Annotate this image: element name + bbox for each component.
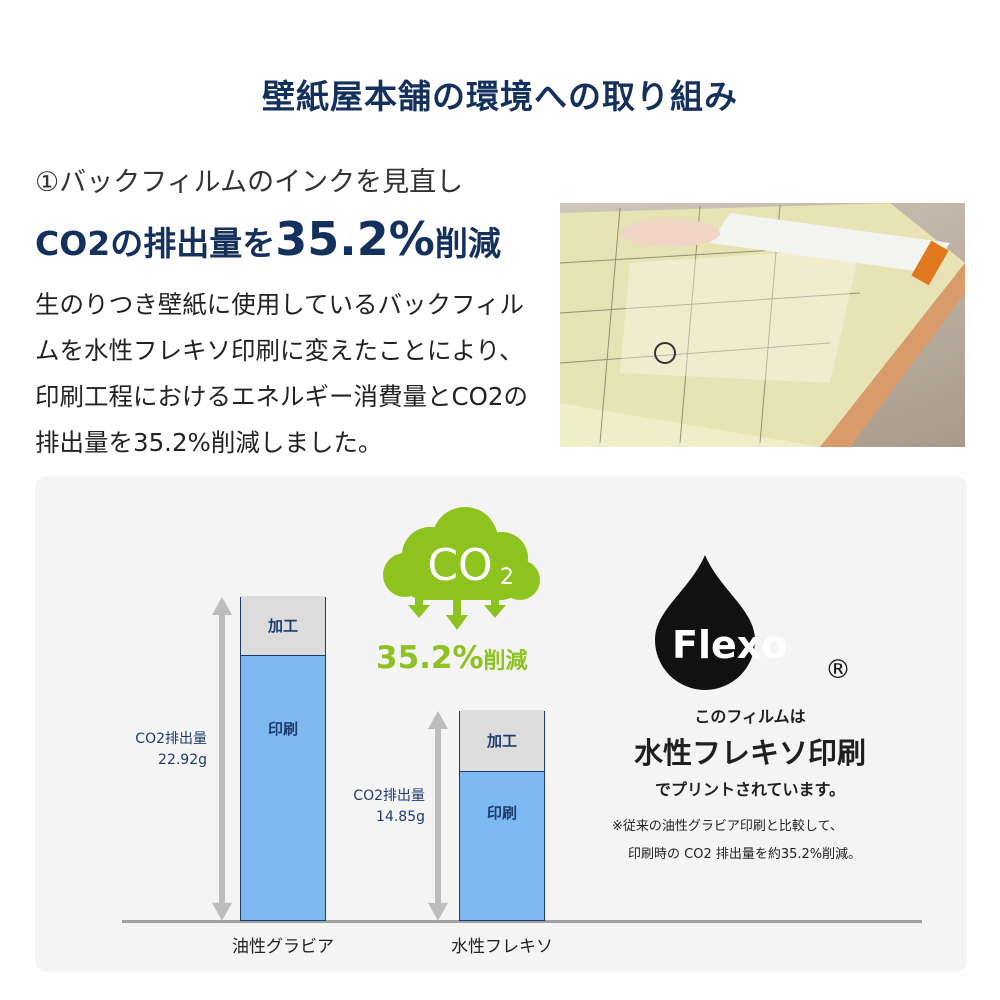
flexo-line3: でプリントされています。 bbox=[655, 780, 845, 799]
product-photo bbox=[560, 203, 965, 447]
category-label: 水性フレキソ bbox=[451, 937, 553, 957]
total-label-title: CO2排出量 bbox=[353, 788, 425, 805]
double-arrow-icon bbox=[212, 597, 232, 921]
bar-segment: 印刷 bbox=[241, 655, 325, 920]
ink-drop-icon bbox=[655, 555, 755, 690]
reduction-value: 35.2% bbox=[376, 640, 484, 676]
total-label-value: 22.92g bbox=[158, 752, 207, 769]
page-title: 壁紙屋本舗の環境への取り組み bbox=[262, 77, 738, 116]
bar-segment: 加工 bbox=[241, 596, 325, 656]
cloud-text: CO bbox=[427, 540, 492, 591]
chart-baseline bbox=[122, 920, 922, 923]
bar-segment: 印刷 bbox=[460, 771, 544, 920]
registered-mark: ® bbox=[825, 655, 851, 685]
co2-cloud-icon: CO 2 bbox=[383, 507, 540, 630]
total-label-title: CO2排出量 bbox=[135, 731, 207, 748]
headline-pre: CO2の排出量を bbox=[35, 224, 276, 263]
bar-0: 印刷 加工 bbox=[240, 596, 326, 921]
photo-illustration bbox=[560, 203, 965, 447]
headline-value: 35.2% bbox=[275, 212, 435, 266]
section-heading: ①バックフィルムのインクを見直し bbox=[35, 167, 464, 198]
cloud-subscript: 2 bbox=[500, 565, 514, 590]
total-label: CO2排出量 22.92g bbox=[135, 729, 207, 771]
reduction-suffix: 削減 bbox=[483, 649, 528, 674]
flexo-line1: このフィルムは bbox=[694, 707, 806, 726]
flexo-logo: Flexo ® bbox=[655, 555, 851, 690]
headline: CO2の排出量を35.2%削減 bbox=[35, 212, 501, 266]
reduction-badge: 35.2%削減 bbox=[376, 640, 528, 676]
double-arrow-icon bbox=[428, 711, 448, 921]
flexo-note2: 印刷時の CO2 排出量を約35.2%削減。 bbox=[628, 847, 862, 862]
flexo-line2: 水性フレキソ印刷 bbox=[633, 736, 866, 770]
flexo-note1: ※従来の油性グラビア印刷と比較して、 bbox=[612, 819, 843, 834]
category-label: 油性グラビア bbox=[232, 937, 334, 957]
headline-post: 削減 bbox=[434, 224, 501, 263]
bar-1: 印刷 加工 bbox=[459, 710, 545, 921]
bar-segment: 加工 bbox=[460, 710, 544, 772]
total-label: CO2排出量 14.85g bbox=[353, 786, 425, 828]
logo-text-white: Flexo bbox=[672, 623, 787, 667]
body-text: 生のりつき壁紙に使用しているバックフィルムを水性フレキソ印刷に変えたことにより、… bbox=[35, 290, 528, 457]
total-label-value: 14.85g bbox=[376, 809, 425, 826]
